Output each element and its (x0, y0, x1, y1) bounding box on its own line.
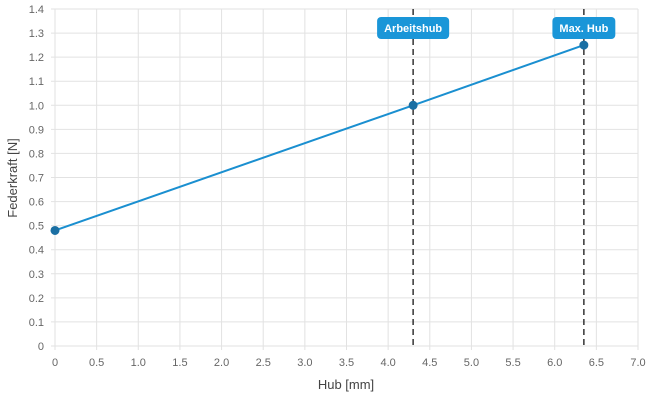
y-tick-label: 1.1 (29, 76, 44, 88)
x-tick-label: 0.5 (89, 357, 104, 369)
grid (51, 8, 639, 350)
annotation-badge-bg (552, 17, 616, 39)
x-axis-label: Hub [mm] (318, 377, 374, 392)
x-tick-label: 7.0 (630, 357, 645, 369)
annotation-badge-bg (377, 17, 450, 39)
x-tick-label: 3.0 (297, 357, 312, 369)
y-tick-label: 0.7 (29, 173, 44, 185)
annotation-label: Arbeitshub (384, 23, 442, 35)
y-tick-label: 1.3 (29, 28, 44, 40)
annotation-labels: Arbeitshub Max. Hub (377, 17, 616, 39)
annotation-lines (412, 9, 585, 346)
y-tick-label: 1.0 (29, 100, 44, 112)
y-tick-label: 0.8 (29, 148, 44, 160)
y-tick-label: 0.4 (29, 245, 44, 257)
data-point (579, 40, 589, 50)
x-tick-label: 2.0 (214, 357, 229, 369)
data-point (408, 100, 418, 110)
data-point (50, 225, 60, 235)
series-line (54, 44, 585, 232)
y-tick-label: 1.4 (29, 4, 44, 16)
y-tick-label: 0.3 (29, 269, 44, 281)
x-tick-label: 3.5 (339, 357, 354, 369)
tick-labels: 0 0.5 1.0 1.5 2.0 2.5 3.0 3.5 4.0 4.5 5.0 5.5 6.0 6.5… (29, 4, 646, 369)
y-tick-label: 0.6 (29, 197, 44, 209)
annotation-label: Max. Hub (559, 23, 608, 35)
x-tick-label: 5.0 (464, 357, 479, 369)
x-tick-label: 6.0 (547, 357, 562, 369)
x-tick-label: 2.5 (256, 357, 271, 369)
x-tick-label: 4.0 (380, 357, 395, 369)
x-tick-label: 6.5 (589, 357, 604, 369)
x-tick-label: 4.5 (422, 357, 437, 369)
y-axis-label: Federkraft [N] (5, 138, 20, 217)
y-tick-label: 0.5 (29, 221, 44, 233)
series (50, 40, 589, 235)
x-tick-label: 5.5 (505, 357, 520, 369)
annotation-badge: Max. Hub (552, 17, 616, 39)
y-tick-label: 0.1 (29, 317, 44, 329)
annotation-badge: Arbeitshub (377, 17, 450, 39)
y-tick-label: 0.9 (29, 124, 44, 136)
y-tick-label: 0 (38, 341, 44, 353)
y-tick-label: 0.2 (29, 293, 44, 305)
x-tick-label: 1.0 (131, 357, 146, 369)
x-tick-label: 1.5 (172, 357, 187, 369)
x-tick-label: 0 (52, 357, 58, 369)
y-tick-label: 1.2 (29, 52, 44, 64)
